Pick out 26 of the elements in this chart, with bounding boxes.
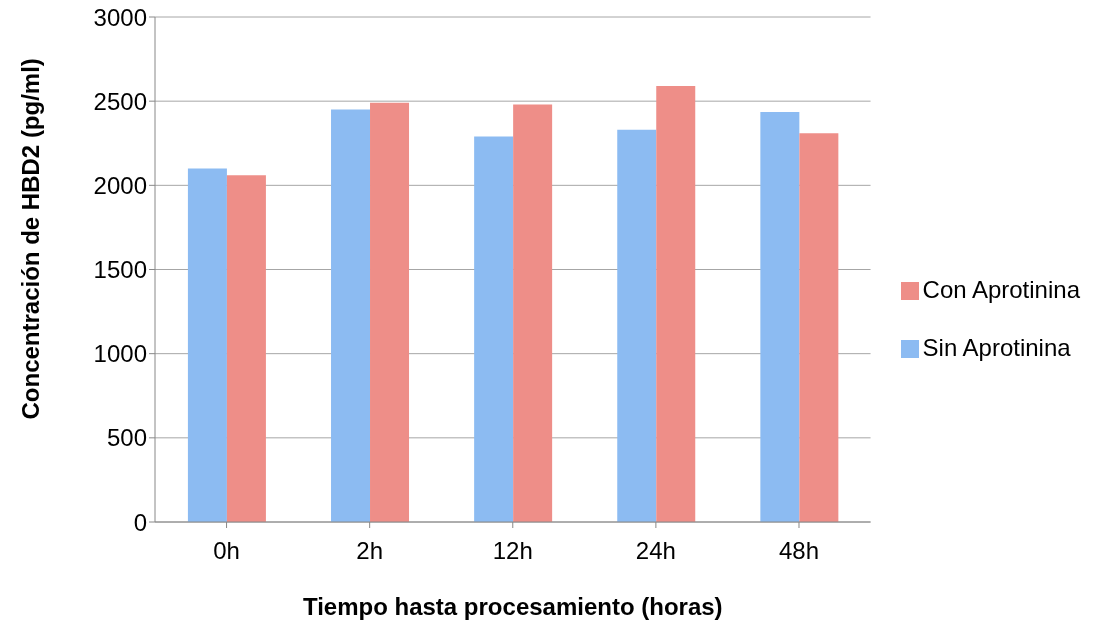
bar (474, 136, 514, 522)
y-tick-label: 1500 (93, 256, 147, 284)
x-tick-label: 12h (492, 537, 533, 565)
bar (656, 86, 696, 522)
bar (226, 175, 266, 522)
legend-label: Con Aprotinina (922, 275, 1080, 303)
bar (513, 104, 553, 522)
y-tick-label: 2000 (93, 171, 147, 199)
y-tick-label: 0 (133, 508, 147, 536)
x-tick-label: 48h (778, 537, 820, 565)
x-tick-label: 0h (213, 537, 240, 565)
y-tick-label: 2500 (93, 87, 147, 115)
bar (617, 129, 657, 522)
legend-label: Sin Aprotinina (922, 333, 1071, 361)
x-tick-label: 2h (356, 537, 384, 565)
y-axis-title: Concentración de HBD2 (pg/ml) (16, 58, 44, 420)
bar (799, 133, 839, 522)
x-tick-label: 24h (635, 537, 676, 565)
bar (760, 112, 800, 522)
y-tick-label: 3000 (93, 3, 147, 31)
y-tick-label: 1000 (93, 340, 147, 368)
bar (331, 109, 371, 522)
y-tick-label: 500 (106, 424, 147, 452)
bar (370, 102, 410, 522)
bar (187, 168, 227, 522)
x-axis-title: Tiempo hasta procesamiento (horas) (302, 593, 723, 620)
